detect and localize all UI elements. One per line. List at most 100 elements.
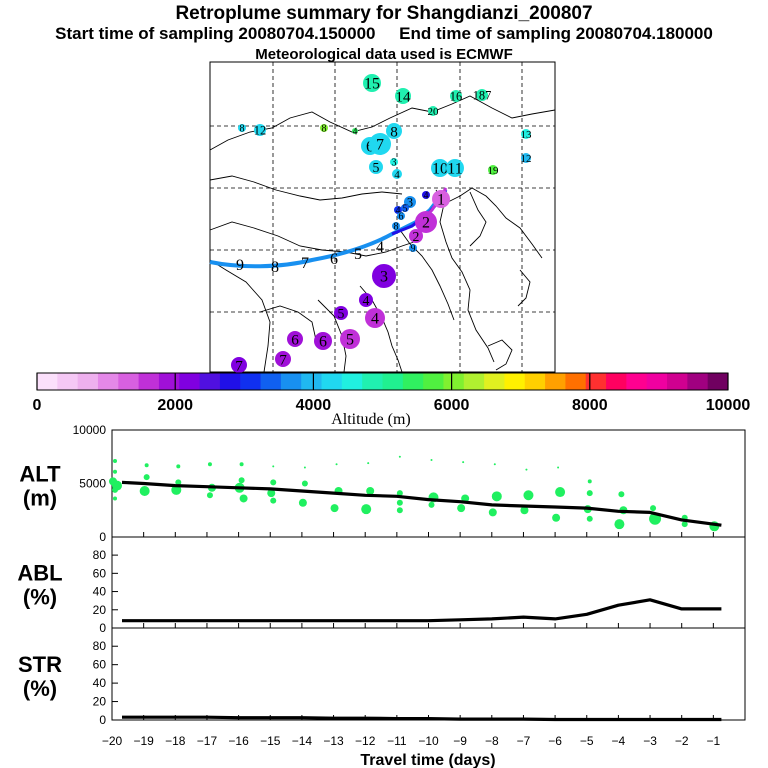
altitude-point	[112, 486, 118, 493]
map-marker-label: 4	[396, 206, 401, 217]
colorbar-cell	[443, 373, 465, 390]
map-marker-label: 8	[322, 124, 327, 135]
map-marker-label: 2	[413, 229, 420, 244]
map-marker-label: 8	[394, 222, 399, 233]
colorbar: 0 2000 4000 6000 8000 10000 Altitude (m)	[33, 372, 751, 428]
map-gridlines	[210, 62, 555, 372]
altitude-point	[681, 521, 688, 528]
map-marker-label: 2	[422, 215, 430, 232]
panel-frame	[111, 536, 746, 629]
altitude-point	[335, 463, 338, 466]
altitude-point	[361, 504, 372, 515]
time-series-panels: 0500010000ALT(m)020406080ABL(%)020406080…	[17, 423, 746, 768]
altitude-point	[270, 479, 277, 486]
colorbar-cell	[626, 373, 648, 390]
y-tick-label: 60	[93, 566, 107, 580]
map-marker: 4	[392, 169, 402, 181]
x-tick-label: −8	[485, 734, 499, 748]
y-tick-label: 20	[93, 603, 107, 617]
map-marker-label: 9	[411, 244, 416, 255]
map-marker-label: 4	[363, 293, 370, 308]
y-tick-label: 40	[93, 676, 107, 690]
colorbar-tick-label: 0	[33, 397, 42, 414]
map-marker: 6	[287, 331, 303, 348]
colorbar-tick-label: 10000	[706, 397, 751, 414]
colorbar-label: Altitude (m)	[331, 411, 411, 428]
map-marker: 6	[397, 212, 405, 223]
colorbar-cell	[240, 373, 262, 390]
map-marker: 6	[314, 332, 332, 351]
y-axis-unit: (m)	[23, 486, 57, 511]
altitude-point	[552, 513, 561, 522]
map-marker: 2	[415, 211, 437, 233]
map-marker-label: 15	[364, 76, 380, 93]
track-day-label: 4	[376, 239, 384, 256]
altitude-point	[587, 479, 592, 484]
x-tick-label: −1	[707, 734, 721, 748]
map-marker: 2	[409, 229, 423, 244]
x-tick-label: −9	[453, 734, 467, 748]
track-day-label: 7	[301, 255, 309, 272]
str-panel: 0 20 40 60 80 STR(%)	[18, 627, 746, 727]
altitude-point	[586, 515, 593, 522]
map-marker-label: 19	[488, 165, 500, 177]
map-marker-label: 20	[428, 106, 440, 118]
colorbar-cell	[667, 373, 688, 390]
altitude-point	[396, 499, 403, 506]
colorbar-cell	[179, 373, 201, 390]
altitude-point	[488, 508, 497, 517]
map-marker: 11	[446, 159, 464, 178]
x-tick-label: −10	[418, 734, 439, 748]
x-tick-label: −3	[643, 734, 657, 748]
x-tick-label: −15	[260, 734, 281, 748]
map-marker: 3	[390, 158, 398, 169]
altitude-point	[176, 464, 181, 469]
map-marker-label: 3	[407, 195, 413, 209]
altitude-point	[330, 504, 339, 513]
colorbar-cell	[219, 373, 241, 390]
altitude-point	[272, 465, 275, 468]
panel-frame	[111, 627, 746, 721]
altitude-point	[239, 494, 248, 503]
met-data-label: Meteorological data used is ECMWF	[255, 46, 513, 63]
y-axis-unit: (%)	[23, 676, 57, 701]
colorbar-cell	[585, 373, 607, 390]
colorbar-cell	[362, 373, 383, 390]
y-axis-unit: (%)	[23, 585, 57, 610]
map-marker-label: 6	[319, 334, 327, 351]
altitude-point	[366, 486, 375, 495]
y-axis-title: STR	[18, 652, 62, 677]
y-tick-label: 80	[93, 548, 107, 562]
altitude-point	[586, 490, 593, 497]
map-marker-label: 11	[447, 161, 462, 178]
map-marker: 15	[363, 74, 381, 93]
map-marker: 7	[275, 351, 291, 368]
x-tick-label: −5	[580, 734, 594, 748]
altitude-point	[557, 466, 560, 469]
y-tick-label: 0	[99, 621, 106, 635]
colorbar-cell	[57, 373, 79, 390]
map-marker: 8	[238, 124, 246, 135]
y-tick-label: 60	[93, 658, 107, 672]
altitude-point	[367, 462, 370, 465]
map-marker: 12	[254, 123, 266, 137]
altitude-point	[618, 491, 625, 498]
map-marker-label: 6	[399, 212, 404, 223]
altitude-point	[396, 507, 403, 514]
alt-panel: 0 5000 10000 ALT(m)	[19, 423, 746, 544]
colorbar-tick-label: 2000	[157, 397, 193, 414]
y-axis-title: ALT	[19, 462, 61, 487]
altitude-point	[491, 491, 502, 502]
colorbar-tick-label: 8000	[572, 397, 608, 414]
altitude-point	[298, 498, 307, 507]
altitude-point	[650, 505, 657, 512]
map-marker-label: 1	[437, 192, 445, 209]
map-frame	[209, 61, 556, 373]
x-tick-label: −2	[675, 734, 689, 748]
altitude-point	[175, 479, 182, 486]
alt-series-line	[121, 480, 722, 527]
x-tick-label: −11	[387, 734, 407, 748]
map-marker: 8	[320, 124, 328, 135]
map-marker-label: 10	[432, 161, 448, 178]
